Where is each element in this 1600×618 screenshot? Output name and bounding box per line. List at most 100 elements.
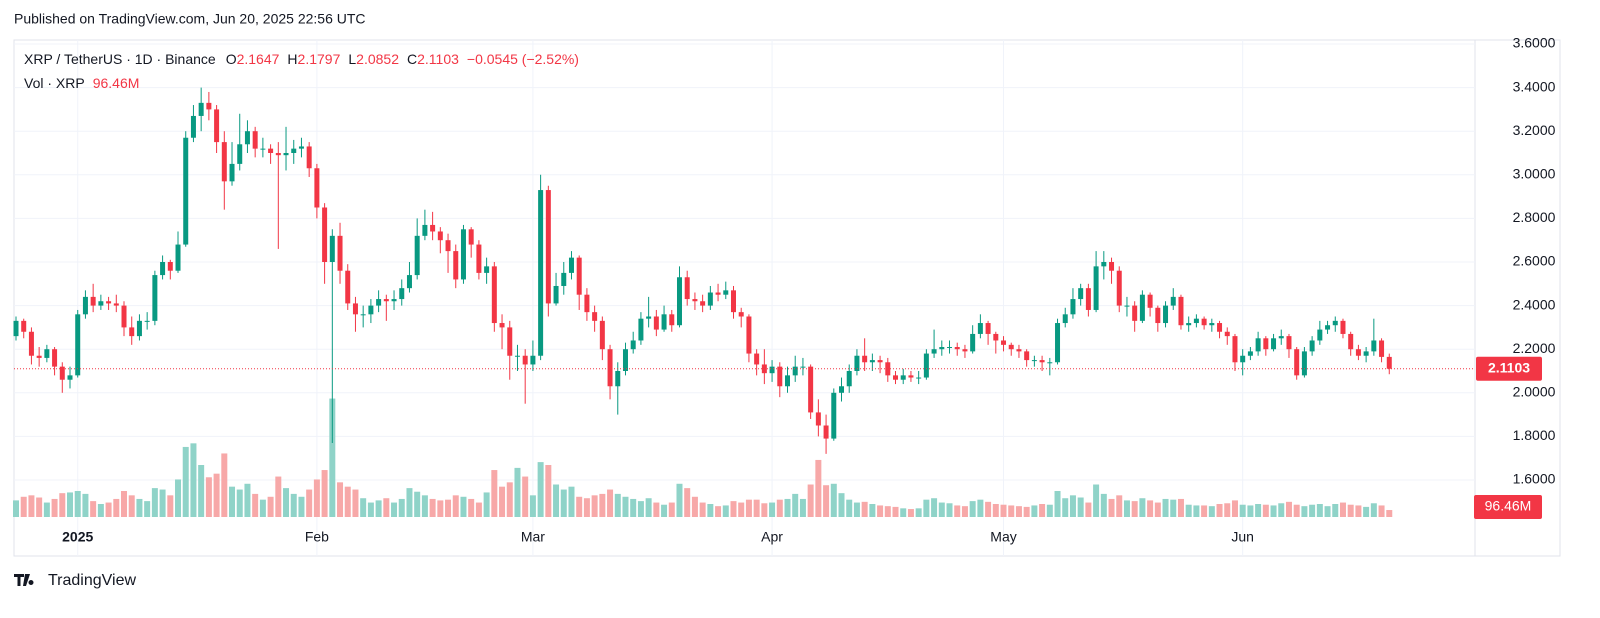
candle-body	[522, 355, 528, 365]
candle-body	[198, 102, 204, 116]
volume-bar	[614, 493, 621, 517]
y-tick-label: 3.6000	[1513, 35, 1556, 51]
candle-body	[160, 262, 166, 276]
volume-bar	[907, 509, 914, 517]
candle-body	[329, 235, 335, 262]
candle-body	[129, 327, 135, 337]
volume-bar	[514, 467, 521, 517]
candle-body	[414, 235, 420, 276]
volume-bar	[900, 508, 907, 517]
volume-bar	[1370, 503, 1377, 517]
candle-body	[121, 305, 127, 328]
volume-bar	[113, 498, 120, 517]
volume-bar	[90, 501, 97, 517]
volume-bar	[537, 462, 544, 517]
candle-body	[939, 347, 945, 350]
candle-body	[869, 360, 875, 363]
candle-body	[514, 355, 520, 357]
volume-bar	[823, 485, 830, 517]
volume-bar	[1201, 505, 1208, 517]
volume-bar	[82, 493, 89, 517]
volume-bar	[1085, 502, 1092, 517]
volume-bar	[560, 489, 567, 517]
volume-bar	[499, 486, 506, 517]
volume-bar	[923, 499, 930, 517]
volume-bar	[1139, 498, 1146, 517]
volume-bar	[421, 495, 428, 517]
candle-body	[808, 366, 814, 413]
candle-body	[584, 294, 590, 313]
candle-body	[445, 240, 451, 252]
grid	[14, 40, 1475, 556]
candle-body	[1325, 325, 1331, 330]
candle-body	[167, 262, 173, 271]
volume-bar	[105, 502, 112, 517]
volume-bar	[699, 502, 706, 517]
volume-bar	[205, 477, 212, 517]
candle-body	[545, 190, 551, 304]
volume-bar	[398, 498, 405, 517]
c-letter: C	[407, 51, 417, 67]
candle-body	[1016, 349, 1022, 352]
volume-bar	[954, 505, 961, 517]
volume-bar	[1031, 505, 1038, 517]
candle-body	[1024, 351, 1030, 361]
volume-bar	[529, 495, 536, 517]
volume-bar	[977, 499, 984, 517]
candle-body	[1170, 296, 1176, 306]
volume-bar	[1324, 506, 1331, 517]
volume-bar	[491, 470, 498, 517]
volume-bar	[144, 501, 151, 517]
candle-body	[1124, 305, 1130, 307]
volume-bar	[244, 483, 251, 517]
candle-body	[653, 316, 659, 330]
volume-bar	[745, 499, 752, 517]
candle-body	[769, 366, 775, 374]
volume-bar	[13, 500, 19, 517]
logo: TradingView	[14, 572, 136, 589]
volume-bar	[784, 498, 791, 517]
volume-bar	[946, 503, 953, 517]
candle-body	[1379, 340, 1385, 357]
volume-bar	[128, 495, 135, 517]
y-tick-label: 2.0000	[1513, 384, 1556, 400]
change: −0.0545 (−2.52%)	[467, 51, 579, 67]
candle-body	[1193, 318, 1199, 324]
candle-body	[916, 377, 922, 379]
candle-body	[630, 340, 636, 350]
candle-body	[746, 316, 752, 354]
candle-body	[13, 320, 19, 337]
volume-bar	[576, 496, 583, 517]
candle-body	[723, 290, 729, 295]
candle-body	[229, 163, 235, 182]
candle-body	[1271, 338, 1277, 350]
l-letter: L	[348, 51, 356, 67]
volume-bar	[668, 502, 675, 517]
candle-body	[576, 257, 582, 295]
candle-body	[337, 235, 343, 271]
volume-bar	[707, 504, 714, 517]
volume-bar	[159, 489, 166, 517]
volume-bar	[869, 504, 876, 517]
volume-bar	[275, 476, 282, 517]
candle-body	[237, 144, 243, 164]
volume-bar	[1015, 506, 1022, 517]
volume-bar	[776, 499, 783, 517]
symbol: XRP / TetherUS · 1D · Binance	[24, 51, 216, 67]
candle-body	[1163, 305, 1169, 324]
volume-bar	[313, 479, 320, 517]
candle-body	[113, 303, 119, 306]
candle-body	[1371, 340, 1377, 352]
candle-body	[908, 375, 914, 378]
candle-body	[1093, 266, 1099, 310]
candle-body	[1186, 323, 1192, 326]
volume-bar	[1093, 484, 1100, 517]
volume-bar	[691, 496, 698, 517]
candle-body	[530, 355, 536, 365]
candle-body	[1247, 351, 1253, 356]
candle-body	[1355, 349, 1361, 356]
x-tick-label: 2025	[62, 529, 93, 545]
volume-bar	[1008, 505, 1015, 517]
volume-bar	[283, 488, 290, 517]
candle-body	[561, 272, 567, 286]
